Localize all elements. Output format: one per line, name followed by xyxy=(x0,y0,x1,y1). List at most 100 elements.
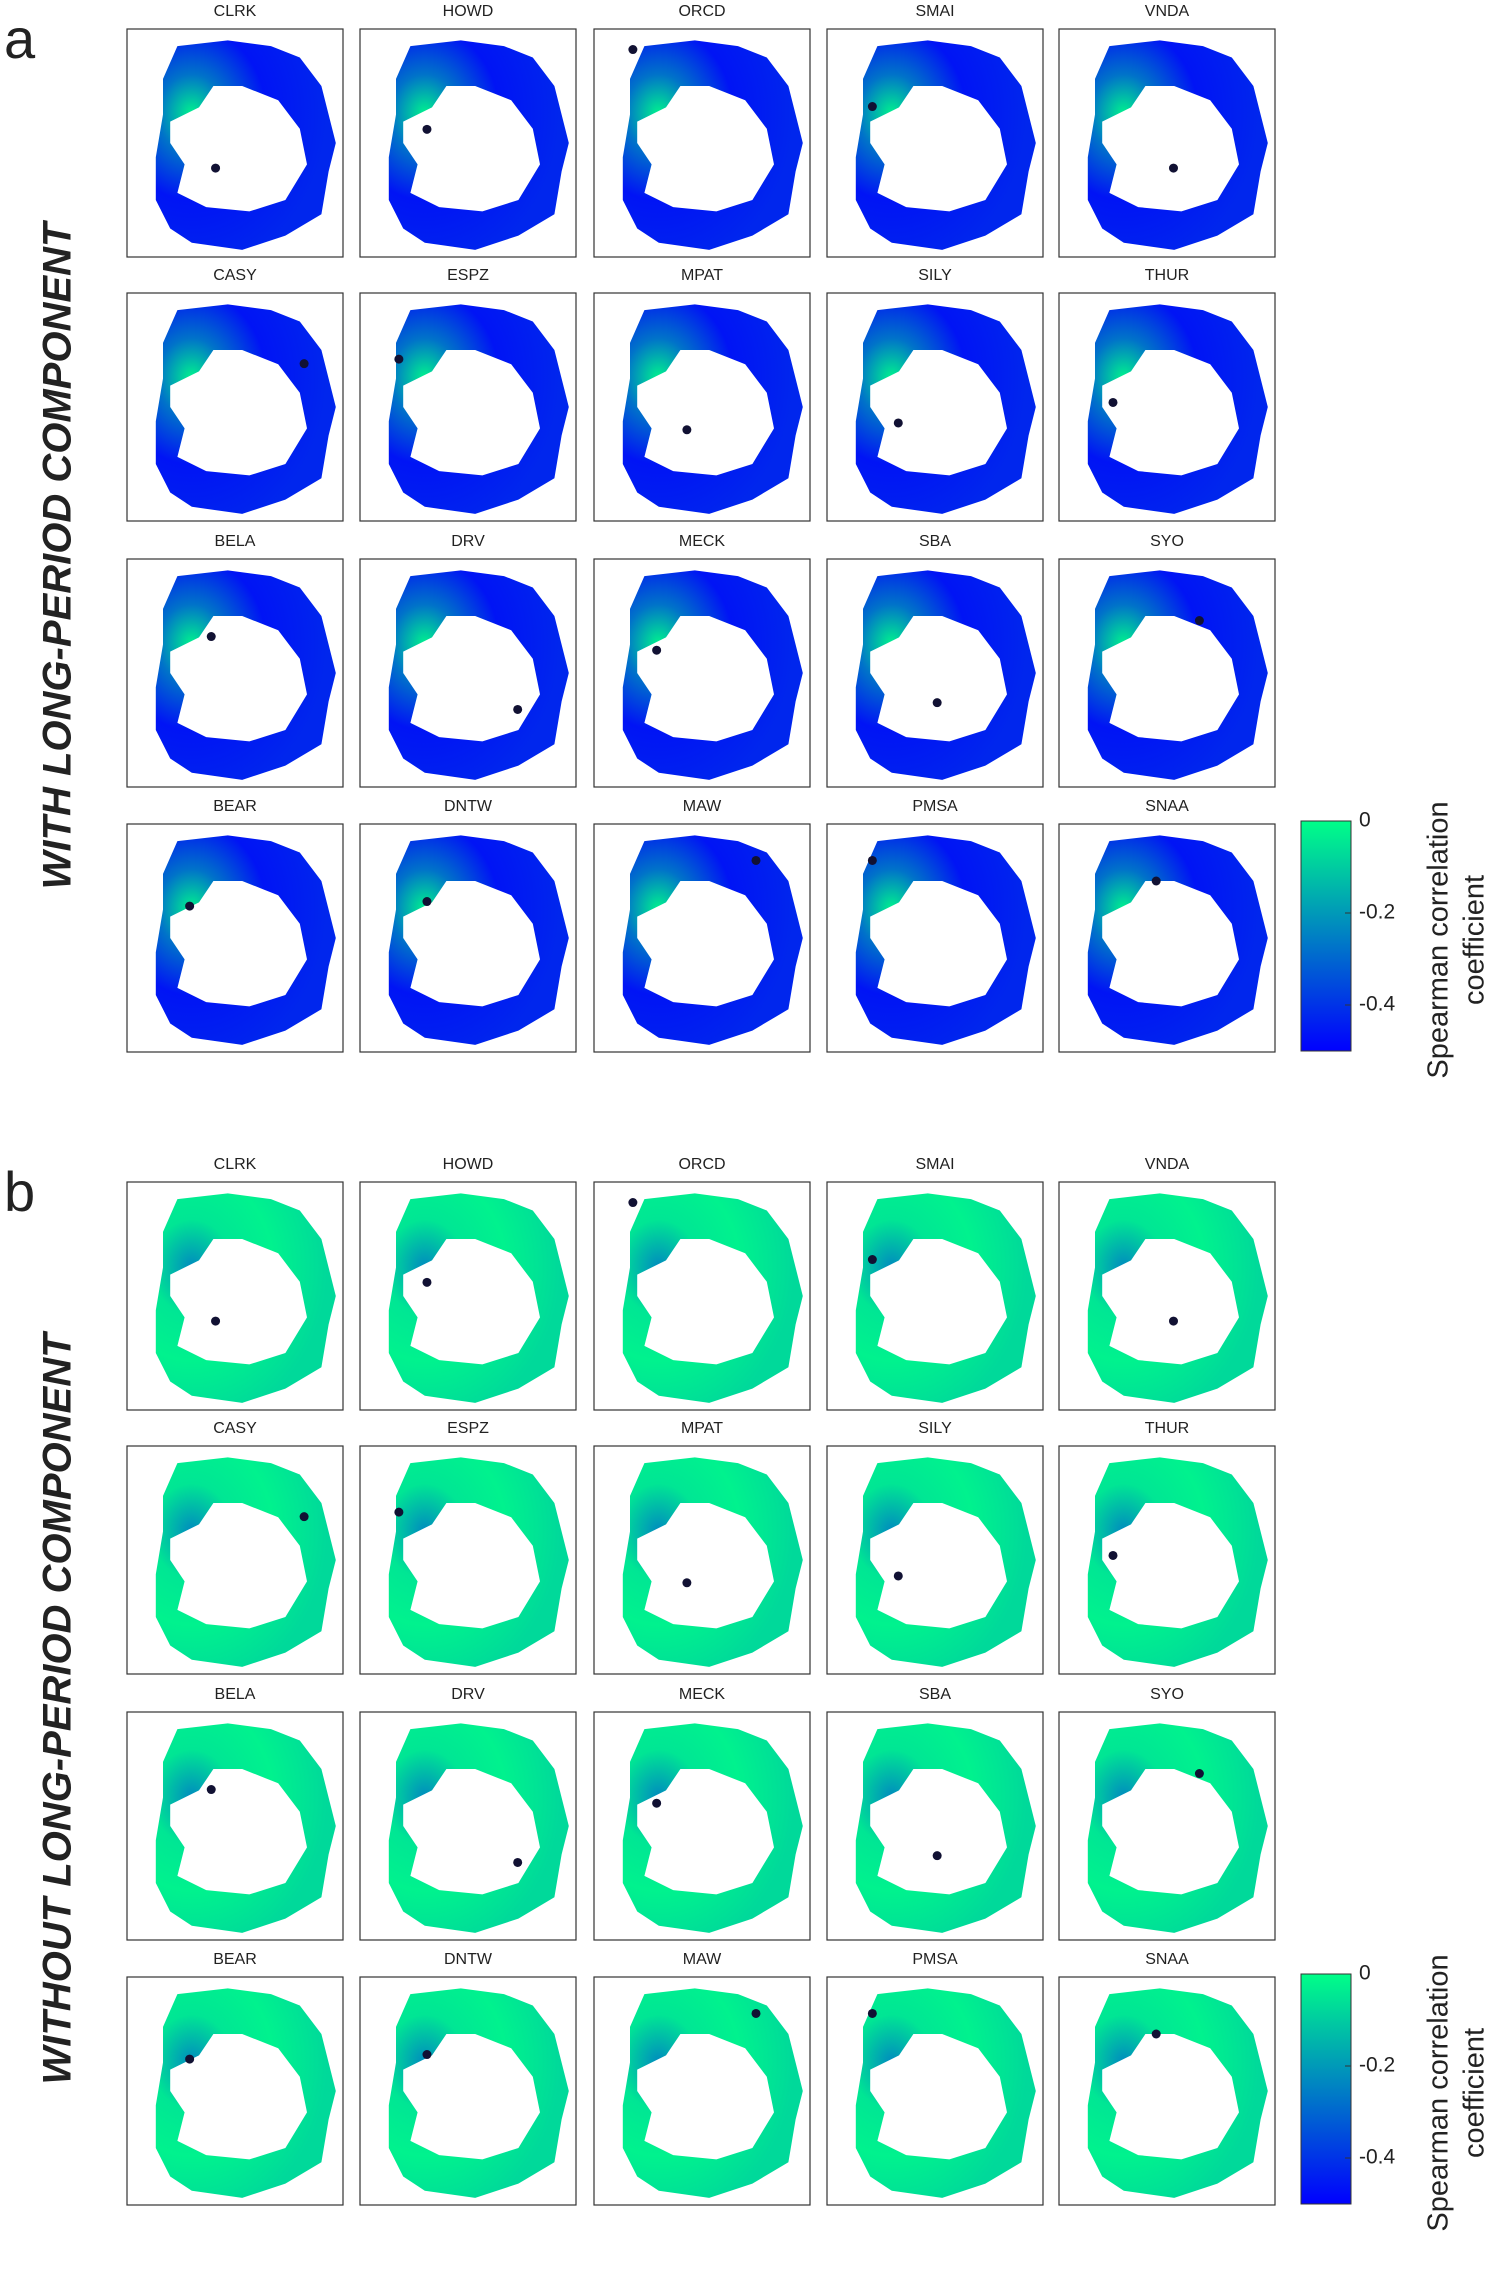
station-title: ORCD xyxy=(678,3,725,20)
station-dot xyxy=(628,45,638,55)
sea-ice-map xyxy=(855,304,1036,514)
station-title: DRV xyxy=(451,533,485,550)
station-title: PMSA xyxy=(912,1951,958,1968)
station-dot xyxy=(206,1785,216,1795)
station-title: PMSA xyxy=(912,798,958,815)
station-title: BELA xyxy=(215,533,256,550)
station-title: VNDA xyxy=(1145,1156,1190,1173)
sea-ice-map xyxy=(388,40,569,250)
station-title: DRV xyxy=(451,1686,485,1703)
station-title: SYO xyxy=(1150,1686,1184,1703)
station-dot xyxy=(682,425,692,435)
station-title: THUR xyxy=(1145,1420,1189,1437)
sea-ice-map xyxy=(1087,304,1268,514)
station-title: DNTW xyxy=(444,798,493,815)
station-dot xyxy=(932,698,942,708)
sea-ice-map xyxy=(622,304,803,514)
station-dot xyxy=(932,1851,942,1861)
station-title: MECK xyxy=(679,1686,726,1703)
sea-ice-map xyxy=(155,1193,336,1403)
sea-ice-map xyxy=(388,1193,569,1403)
station-title: CASY xyxy=(213,1420,257,1437)
sea-ice-map xyxy=(855,40,1036,250)
station-dot xyxy=(394,1507,404,1517)
station-title: SILY xyxy=(918,267,952,284)
station-title: ORCD xyxy=(678,1156,725,1173)
station-dot xyxy=(751,855,761,865)
sea-ice-map xyxy=(155,1723,336,1933)
station-title: SBA xyxy=(919,1686,951,1703)
station-dot xyxy=(867,102,877,112)
colorbar-tick-label: -0.4 xyxy=(1359,2146,1396,2169)
station-dot xyxy=(211,1316,221,1326)
sea-ice-map xyxy=(388,570,569,780)
station-dot xyxy=(867,1255,877,1265)
station-dot xyxy=(394,354,404,364)
row-label: WITH LONG-PERIOD COMPONENT xyxy=(36,219,80,889)
sea-ice-map xyxy=(855,1723,1036,1933)
sea-ice-map xyxy=(622,1193,803,1403)
colorbar-title: Spearman correlation xyxy=(1423,1954,1455,2231)
colorbar xyxy=(1300,1973,1352,2205)
station-dot xyxy=(1151,2029,1161,2039)
station-dot xyxy=(1194,616,1204,626)
station-dot xyxy=(867,2008,877,2018)
station-title: DNTW xyxy=(444,1951,493,1968)
station-dot xyxy=(893,1571,903,1581)
sea-ice-map xyxy=(155,835,336,1045)
station-dot xyxy=(1168,1316,1178,1326)
station-title: BELA xyxy=(215,1686,256,1703)
sea-ice-map xyxy=(622,40,803,250)
station-title: SNAA xyxy=(1145,798,1189,815)
station-title: CLRK xyxy=(214,1156,257,1173)
colorbar-tick-label: -0.2 xyxy=(1359,2054,1395,2077)
sea-ice-map xyxy=(622,1457,803,1667)
sea-ice-map xyxy=(1087,1193,1268,1403)
station-title: SMAI xyxy=(915,1156,954,1173)
station-dot xyxy=(1168,163,1178,173)
station-dot xyxy=(206,632,216,642)
station-dot xyxy=(1108,397,1118,407)
station-title: MAW xyxy=(683,1951,722,1968)
station-title: SILY xyxy=(918,1420,952,1437)
sea-ice-map xyxy=(388,1457,569,1667)
station-title: HOWD xyxy=(443,3,494,20)
station-title: MECK xyxy=(679,533,726,550)
sea-ice-map xyxy=(1087,835,1268,1045)
station-title: VNDA xyxy=(1145,3,1190,20)
station-dot xyxy=(682,1578,692,1588)
sea-ice-map xyxy=(855,570,1036,780)
station-dot xyxy=(1108,1550,1118,1560)
colorbar-tick-label: 0 xyxy=(1359,1962,1371,1985)
sea-ice-map xyxy=(1087,1723,1268,1933)
sea-ice-map xyxy=(855,1988,1036,2198)
sea-ice-map xyxy=(388,835,569,1045)
sea-ice-map xyxy=(622,835,803,1045)
station-title: MPAT xyxy=(681,267,723,284)
station-title: SBA xyxy=(919,533,951,550)
sea-ice-map xyxy=(388,1723,569,1933)
station-dot xyxy=(185,901,195,911)
station-dot xyxy=(513,704,523,714)
colorbar-title: Spearman correlation xyxy=(1423,801,1455,1078)
colorbar-tick-label: -0.2 xyxy=(1359,901,1395,924)
sea-ice-map xyxy=(622,1988,803,2198)
station-dot xyxy=(513,1857,523,1867)
station-dot xyxy=(652,645,662,655)
sea-ice-map xyxy=(1087,40,1268,250)
station-title: SNAA xyxy=(1145,1951,1189,1968)
panel-label: a xyxy=(4,7,36,70)
sea-ice-map xyxy=(855,1457,1036,1667)
sea-ice-map xyxy=(622,1723,803,1933)
sea-ice-map xyxy=(855,1193,1036,1403)
sea-ice-map xyxy=(155,40,336,250)
sea-ice-map xyxy=(155,570,336,780)
station-dot xyxy=(299,1512,309,1522)
sea-ice-map xyxy=(1087,1988,1268,2198)
station-dot xyxy=(422,2050,432,2060)
station-dot xyxy=(1194,1769,1204,1779)
colorbar-title: coefficient xyxy=(1459,2028,1491,2158)
station-title: THUR xyxy=(1145,267,1189,284)
station-title: SMAI xyxy=(915,3,954,20)
